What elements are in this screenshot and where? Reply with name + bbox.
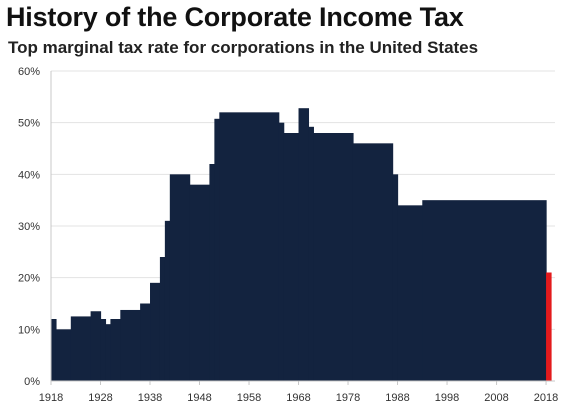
rate-step-1971 (313, 133, 354, 381)
rate-step-1952 (219, 112, 280, 381)
axes (50, 71, 555, 382)
rate-step-1951 (214, 118, 220, 382)
rate-step-1926 (90, 311, 102, 381)
rate-step-1936 (140, 303, 151, 381)
x-tick-label: 1928 (88, 392, 112, 404)
rate-step-1919 (55, 329, 72, 381)
rate-step-1993 (422, 200, 547, 381)
rate-step-1941 (164, 220, 171, 381)
x-axis-ticks: 1918 1928 1938 1948 1958 1968 1978 1988 1998 2008… (39, 381, 558, 404)
x-tick-label: 1998 (435, 392, 459, 404)
rate-step-1938 (150, 282, 161, 381)
y-tick-label: 0% (24, 376, 40, 388)
y-tick-label: 40% (18, 169, 40, 181)
y-tick-label: 10% (18, 324, 40, 336)
y-tick-label: 20% (18, 273, 40, 285)
plot-area (51, 108, 552, 382)
rate-step-1922 (70, 316, 92, 381)
x-tick-label: 1988 (385, 392, 409, 404)
rate-step-1929 (105, 324, 112, 381)
y-tick-label: 60% (18, 66, 40, 78)
rate-step-1965 (283, 133, 300, 381)
rate-step-1940 (159, 257, 166, 381)
rate-step-1970 (308, 126, 314, 381)
x-tick-label: 1948 (187, 392, 211, 404)
rate-step-1942 (169, 174, 191, 381)
rate-step-1979 (352, 143, 394, 381)
x-tick-label: 2008 (484, 392, 508, 404)
chart-title: History of the Corporate Income Tax (6, 2, 464, 32)
x-tick-label: 1968 (286, 392, 310, 404)
x-tick-label: 1938 (138, 392, 162, 404)
rate-step-1950 (209, 164, 215, 381)
rate-step-1988 (397, 205, 423, 381)
x-tick-label: 1918 (39, 392, 63, 404)
highlight-bar-2018 (546, 272, 552, 381)
rate-step-1930 (110, 319, 121, 381)
rate-step-1987 (392, 174, 399, 381)
y-axis-ticks: 0% 10% 20% 30% 40% 50% 60% (18, 66, 40, 388)
chart-subtitle: Top marginal tax rate for corporations i… (8, 38, 479, 57)
x-tick-label: 2018 (534, 392, 558, 404)
y-tick-label: 50% (18, 118, 40, 130)
rate-step-1946 (189, 184, 211, 381)
rate-step-1928 (100, 319, 107, 381)
rate-step-1932 (120, 309, 141, 381)
x-tick-label: 1958 (237, 392, 261, 404)
rate-step-1968 (298, 108, 310, 381)
rate-step-1964 (278, 122, 285, 382)
x-tick-label: 1978 (336, 392, 360, 404)
rate-step-1918 (51, 319, 57, 381)
y-tick-label: 30% (18, 221, 40, 233)
